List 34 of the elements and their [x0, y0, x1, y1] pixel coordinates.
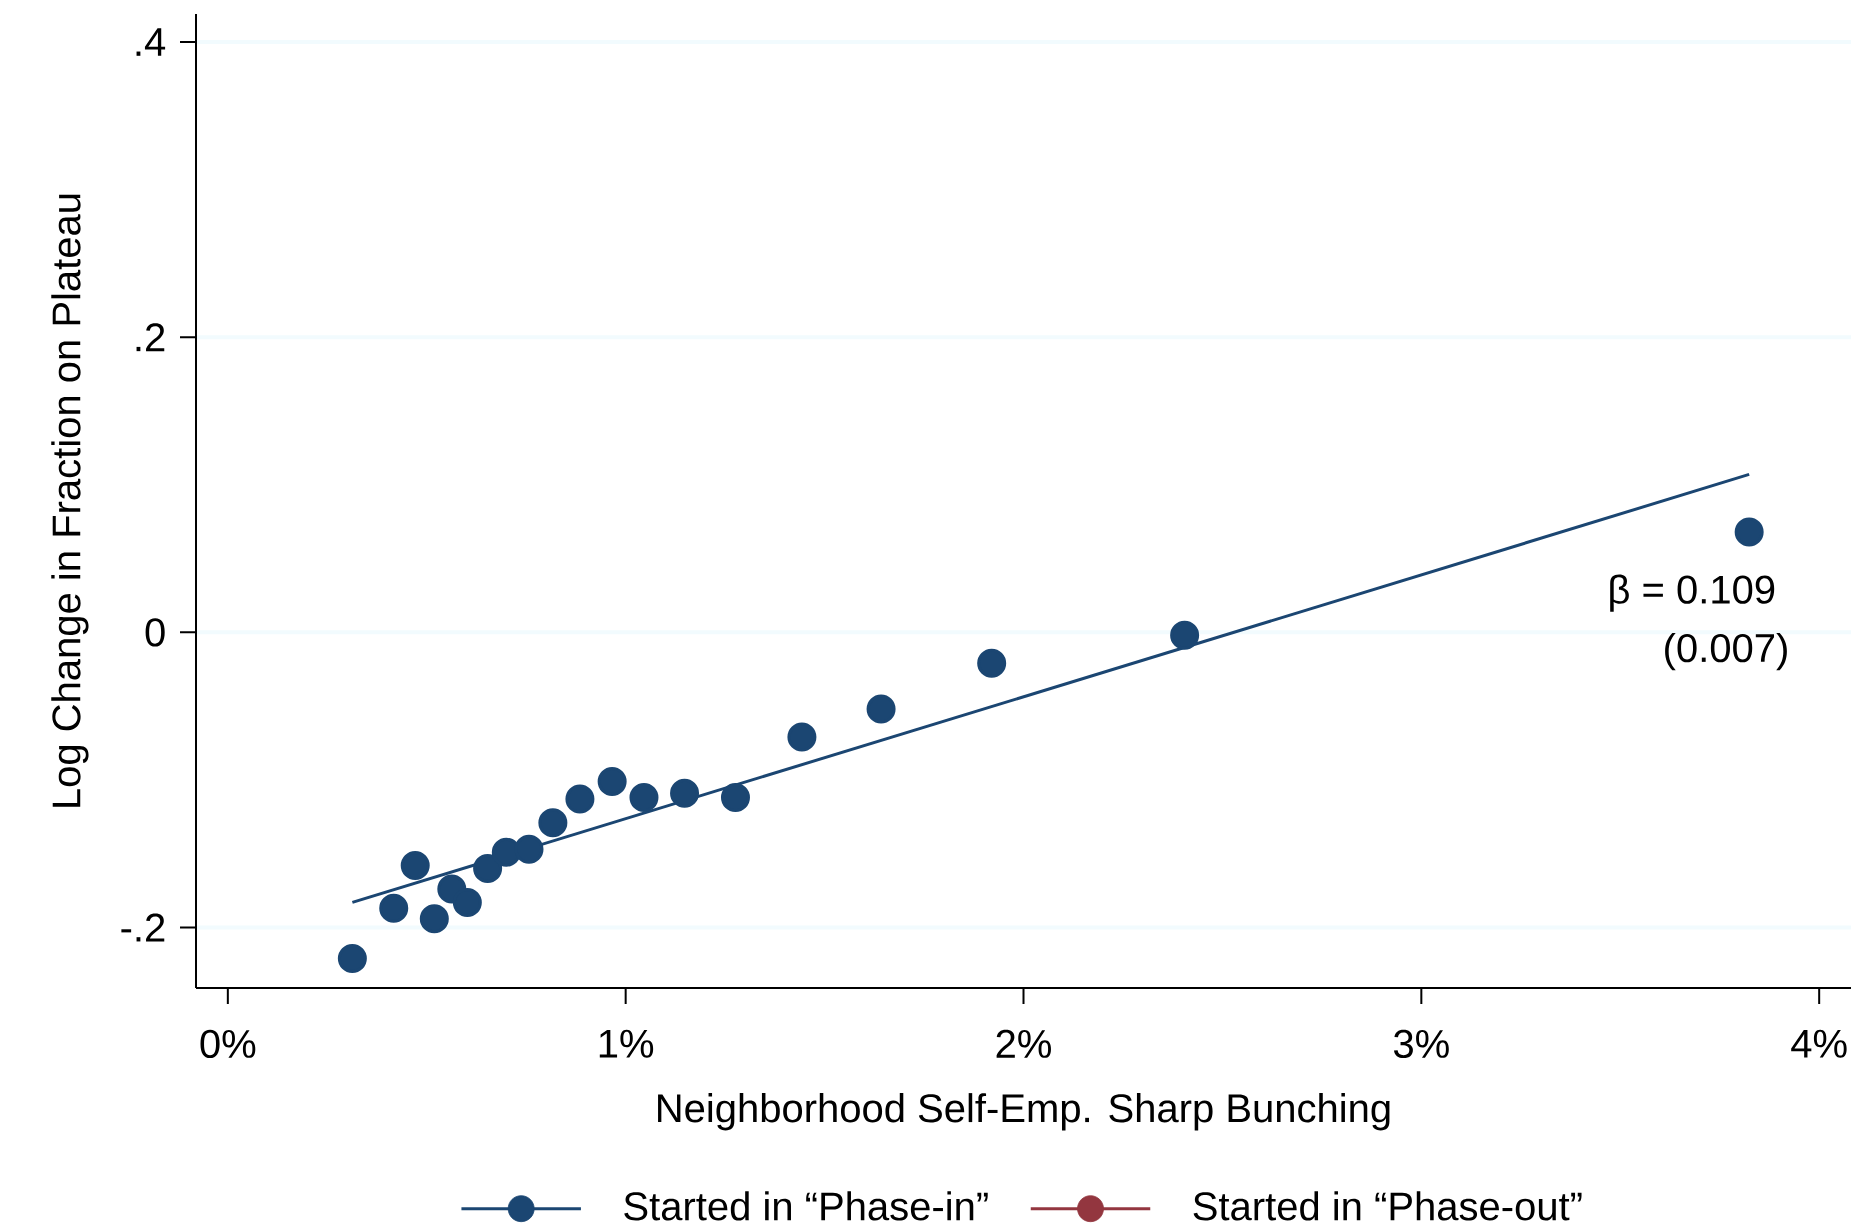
point	[629, 783, 659, 813]
point	[419, 904, 449, 934]
x-tick-label: 4%	[1791, 1029, 1847, 1058]
x-tick-label: 0%	[200, 1029, 256, 1059]
legend-label: Started in “Phase-in”	[624, 1191, 988, 1221]
point	[491, 837, 521, 867]
y-tick-label: -.2	[121, 913, 165, 942]
x-axis-title: Neighborhood Self-Emp. Sharp Bunching	[658, 1093, 1390, 1131]
point	[597, 766, 627, 796]
x-tick-label: 3%	[1393, 1029, 1449, 1059]
point	[452, 887, 482, 917]
annotation: (0.007)	[1665, 632, 1787, 671]
point	[720, 783, 750, 813]
point	[977, 648, 1007, 678]
point	[670, 778, 700, 808]
y-tick-label: .4	[136, 28, 166, 56]
point	[787, 722, 817, 752]
y-axis-title: Log Change in Fraction on Plateau	[51, 194, 89, 807]
point	[538, 808, 568, 838]
point	[565, 784, 595, 814]
point	[514, 834, 544, 864]
point	[400, 851, 430, 880]
legend-label: Started in “Phase-out”	[1193, 1191, 1582, 1221]
point	[1170, 620, 1200, 650]
point	[337, 943, 367, 973]
x-tick-label: 2%	[996, 1029, 1051, 1058]
annotation: β = 0.109	[1610, 574, 1775, 612]
x-tick-label: 1%	[599, 1029, 654, 1058]
y-tick-label: .2	[136, 323, 165, 352]
y-tick-label: 0	[145, 618, 165, 647]
point	[866, 694, 896, 724]
point	[473, 853, 503, 883]
point	[1734, 517, 1764, 547]
point	[379, 893, 409, 923]
